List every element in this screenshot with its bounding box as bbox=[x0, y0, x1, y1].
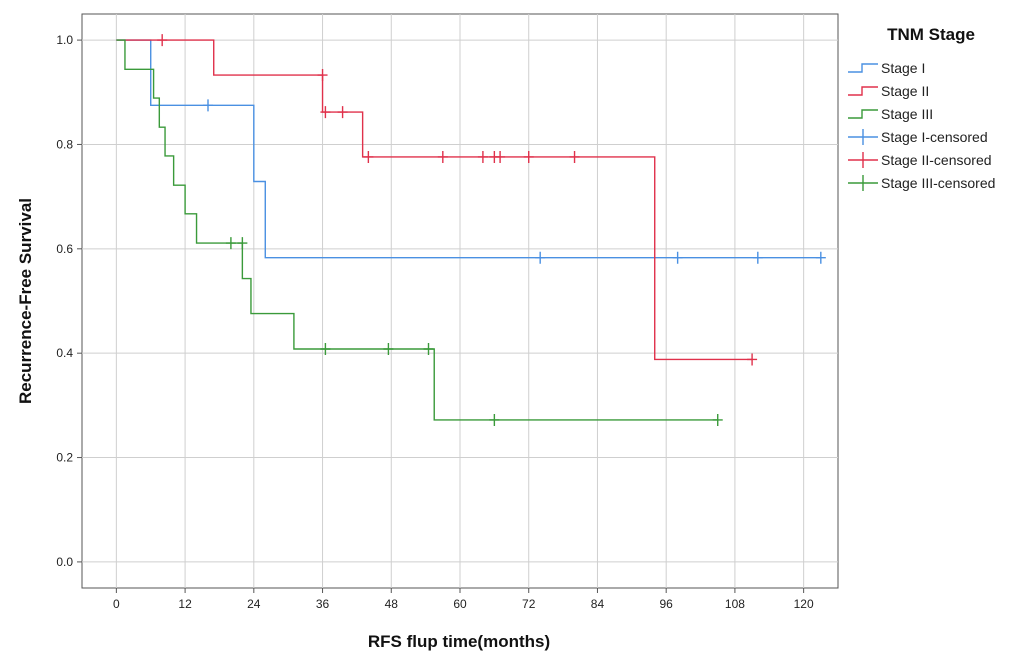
x-tick-label: 96 bbox=[660, 597, 674, 611]
legend-label: Stage II bbox=[881, 83, 929, 99]
series-stage-i bbox=[116, 39, 826, 264]
y-axis-title: Recurrence-Free Survival bbox=[16, 198, 35, 404]
legend-label: Stage III bbox=[881, 106, 933, 122]
censor-mark bbox=[157, 34, 168, 47]
censor-mark bbox=[237, 237, 248, 250]
x-tick-label: 48 bbox=[385, 597, 399, 611]
series-stage-ii bbox=[116, 34, 758, 366]
axis-ticks: 0 12 24 36 48 60 72 84 96 108 120 0.0 0.2 0.4 0.6 0.8 1.… bbox=[56, 33, 814, 611]
censor-mark bbox=[320, 343, 331, 356]
y-tick-label: 0.6 bbox=[56, 242, 73, 256]
x-tick-label: 60 bbox=[453, 597, 467, 611]
grid-lines bbox=[82, 14, 838, 588]
legend-item-stage-iii: Stage III bbox=[848, 106, 933, 122]
x-tick-label: 24 bbox=[247, 597, 261, 611]
legend-censor-swatch bbox=[848, 152, 878, 168]
legend: TNM Stage Stage I Stage II Stage III Stage … bbox=[848, 25, 995, 191]
censor-mark bbox=[477, 150, 488, 163]
legend-censor-swatch bbox=[848, 175, 878, 191]
censor-mark bbox=[337, 106, 348, 119]
legend-item-stage-ii: Stage II bbox=[848, 83, 929, 99]
x-tick-label: 36 bbox=[316, 597, 330, 611]
y-tick-label: 1.0 bbox=[56, 33, 73, 47]
censor-mark bbox=[712, 413, 723, 426]
x-tick-label: 12 bbox=[178, 597, 192, 611]
legend-line-swatch bbox=[848, 63, 878, 73]
censor-mark bbox=[423, 343, 434, 356]
legend-line-swatch bbox=[848, 109, 878, 119]
survival-curves bbox=[116, 34, 826, 426]
censor-mark bbox=[203, 99, 213, 112]
legend-line-swatch bbox=[848, 86, 878, 96]
censor-mark bbox=[320, 106, 331, 119]
y-tick-label: 0.0 bbox=[56, 555, 73, 569]
y-tick-label: 0.4 bbox=[56, 346, 73, 360]
censor-mark bbox=[535, 251, 546, 264]
legend-label: Stage III-censored bbox=[881, 175, 995, 191]
legend-title: TNM Stage bbox=[887, 25, 975, 44]
censor-mark bbox=[225, 237, 236, 250]
censor-mark bbox=[317, 69, 328, 82]
censor-mark bbox=[437, 150, 448, 163]
legend-item-stage-i: Stage I bbox=[848, 60, 925, 76]
x-tick-label: 84 bbox=[591, 597, 605, 611]
survival-step-line bbox=[116, 39, 821, 259]
legend-label: Stage I-censored bbox=[881, 129, 988, 145]
x-tick-label: 108 bbox=[725, 597, 745, 611]
series-stage-iii bbox=[116, 39, 723, 426]
x-tick-label: 72 bbox=[522, 597, 536, 611]
x-tick-label: 120 bbox=[794, 597, 814, 611]
censor-mark bbox=[752, 251, 763, 264]
censor-mark bbox=[815, 251, 826, 264]
legend-item-stage-ii-censored: Stage II-censored bbox=[848, 152, 992, 168]
legend-item-stage-iii-censored: Stage III-censored bbox=[848, 175, 995, 191]
censor-mark bbox=[747, 353, 758, 366]
legend-item-stage-i-censored: Stage I-censored bbox=[848, 129, 988, 145]
censor-mark bbox=[672, 251, 683, 264]
legend-label: Stage II-censored bbox=[881, 152, 992, 168]
y-tick-label: 0.8 bbox=[56, 137, 73, 151]
censor-mark bbox=[363, 150, 374, 163]
survival-step-line bbox=[116, 39, 718, 421]
legend-censor-swatch bbox=[848, 129, 878, 145]
censor-mark bbox=[489, 413, 500, 426]
x-axis-title: RFS flup time(months) bbox=[368, 632, 550, 651]
x-tick-label: 0 bbox=[113, 597, 120, 611]
censor-mark bbox=[383, 343, 394, 356]
censor-mark bbox=[523, 150, 534, 163]
censor-mark bbox=[569, 150, 580, 163]
y-tick-label: 0.2 bbox=[56, 451, 73, 465]
legend-label: Stage I bbox=[881, 60, 925, 76]
censor-mark bbox=[495, 150, 506, 163]
